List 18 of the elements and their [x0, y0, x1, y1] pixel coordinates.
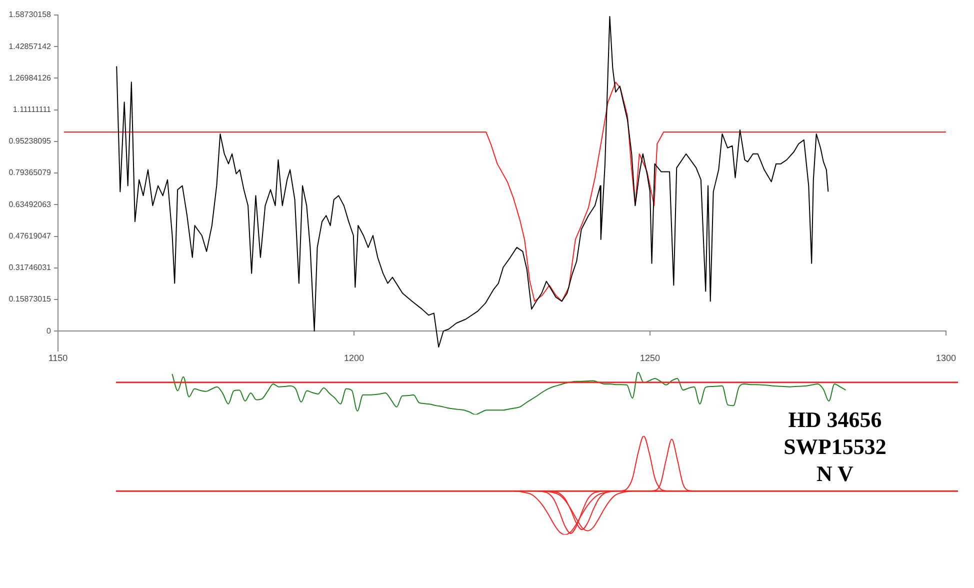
y-tick-label: 1.26984126	[8, 73, 52, 82]
y-tick-label: 0	[46, 326, 52, 336]
y-tick-label: 0.63492063	[8, 200, 52, 209]
x-tick-label: 1250	[640, 352, 660, 363]
y-tick-label: 1.58730158	[8, 10, 52, 20]
annotation: SWP15532	[782, 433, 888, 460]
y-tick-label: 0.31746031	[8, 263, 52, 272]
annotation: HD 34656	[787, 406, 883, 433]
x-tick-label: 1200	[344, 352, 364, 363]
x-tick-label: 1300	[936, 352, 956, 363]
y-tick-label: 0.79365079	[8, 168, 52, 178]
y-tick-label: 0.15873015	[8, 294, 52, 304]
y-tick-label: 1.11111111	[12, 105, 52, 114]
y-tick-label: 0.47619047	[8, 231, 52, 240]
y-tick-label: 0.95238095	[8, 136, 52, 146]
y-tick-label: 1.42857142	[8, 42, 52, 51]
x-tick-label: 1150	[48, 352, 68, 363]
annotation: N V	[816, 460, 854, 487]
